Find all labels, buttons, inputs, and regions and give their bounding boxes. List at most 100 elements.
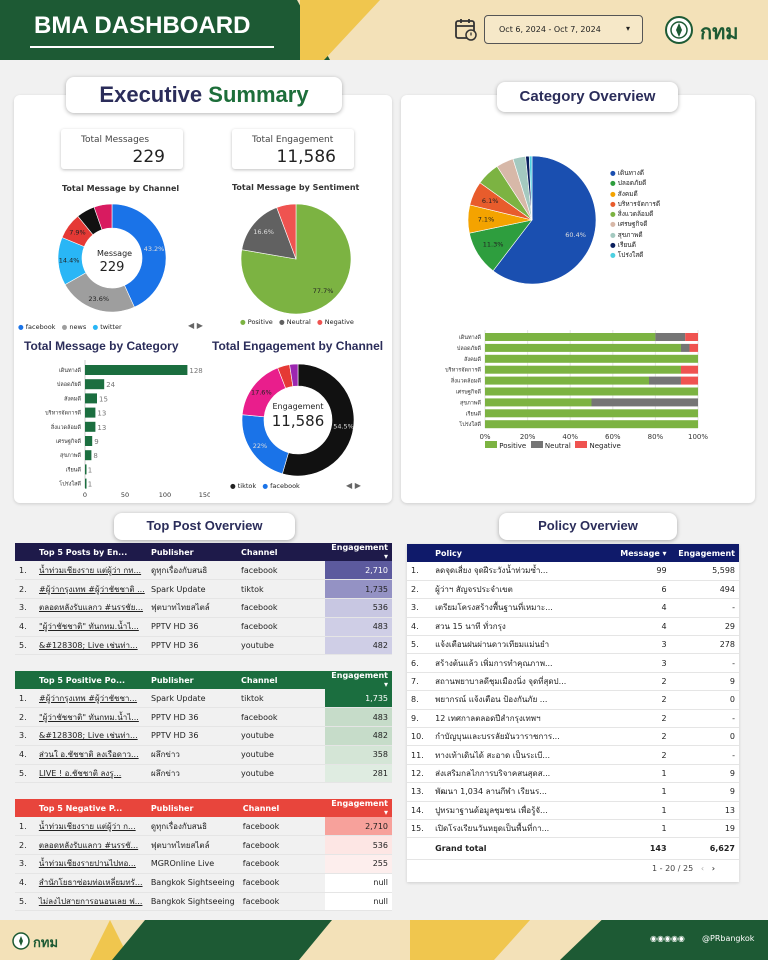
positive-cell: ผลึกข่าว — [147, 764, 237, 784]
negative-header-cell[interactable]: Publisher — [146, 799, 239, 817]
post-title-link[interactable]: &#128308; Live เช่นท่า... — [35, 726, 147, 746]
policy-row[interactable]: 10. กำบัญบุนและบรรลัยมันวาราชการ... 2 0 — [407, 727, 739, 747]
negative-cell: Bangkok Sightseeing — [146, 892, 239, 912]
engagement-data-label: 54.5% — [333, 422, 354, 430]
category-bar — [85, 393, 97, 404]
negative-cell: facebook — [238, 835, 326, 856]
stack-category-label: เรียนดี — [466, 410, 482, 417]
policy-row[interactable]: 8. พยากรณ์ แจ้งเตือน ป้องกันภัย ... 2 0 — [407, 690, 739, 710]
policy-row[interactable]: 13. พัฒนา 1,034 ลานกีฬา เรียนร... 1 9 — [407, 782, 739, 802]
post-title-link[interactable]: ตลอดหลังรับแลกว #นรรชัย... — [35, 598, 147, 618]
negative-header-cell[interactable]: Top 5 Negative P... — [34, 799, 147, 817]
negative-header-cell[interactable]: Engagement ▾ — [325, 799, 392, 817]
negative-row[interactable]: 1. น้ำท่วมเชียงราย แต่ผู้ว่า ก... ดูทุกเรื… — [15, 817, 392, 837]
executive-summary-title: Executive Summary — [66, 77, 342, 113]
policy-row[interactable]: 14. ปูทรมาฐานด้อมูลชุมชน เพื่อรู้จั... 1 13 — [407, 801, 739, 820]
policy-cell: 1. — [407, 562, 432, 581]
policy-cell: ลดจุดเสี่ยง จุดฝีระวังน้ำท่วมซ้ำ... — [431, 562, 603, 581]
engagement-legend-pager-icon[interactable]: ◀ ▶ — [346, 481, 361, 490]
post-title-link[interactable]: ตลอดหลังรับแลกว #นรรชั... — [34, 835, 147, 856]
positive-header-cell[interactable]: Publisher — [147, 671, 237, 689]
policy-row[interactable]: 15. เปิดโรงเรียนวันหยุดเป็นพื้นที่กา... 1 1… — [407, 819, 739, 839]
policy-row[interactable]: 1. ลดจุดเสี่ยง จุดฝีระวังน้ำท่วมซ้ำ... 99 5… — [407, 562, 739, 581]
category-legend-item: ● สุขภาพดี — [610, 230, 660, 240]
policy-row[interactable]: 11. ทางเท้าเดินได้ สะอาด เป็นระเบี... 2- — [407, 745, 739, 765]
negative-row[interactable]: 3. น้ำท่วมเชียงรายปานไปทอ... MGROnline Liv… — [15, 854, 392, 874]
policy-cell: 12 เทศกาลตลอดปีสำกรุงเทพฯ — [431, 709, 603, 729]
top5-header-cell[interactable]: Channel — [237, 543, 325, 561]
dashboard-title: BMA DASHBOARD — [34, 12, 251, 39]
post-title-link[interactable]: #ผู้ว่ากรุงเทพ #ผู้ว่าชัชชา... — [35, 689, 147, 709]
category-bar — [85, 407, 96, 418]
post-title-link[interactable]: LIVE ! อ.ชัชชาติ ลงรู... — [35, 764, 147, 784]
top5-header-cell[interactable]: Top 5 Posts by En... — [35, 543, 147, 561]
positive-header-cell[interactable]: Engagement ▾ — [325, 671, 392, 689]
policy-cell: 13. — [407, 782, 432, 802]
policy-cell: พยากรณ์ แจ้งเตือน ป้องกันภัย ... — [431, 690, 603, 710]
calendar-icon[interactable] — [454, 18, 478, 42]
bar-x-tick: 100 — [159, 491, 171, 499]
negative-row[interactable]: 5. ไม่ลงไปสายการอนอนเลย ฟ... Bangkok Sight… — [15, 892, 392, 912]
positive-header-cell[interactable]: Channel — [237, 671, 325, 689]
policy-cell: 2. — [407, 580, 432, 600]
top5-row[interactable]: 3. ตลอดหลังรับแลกว #นรรชัย... ฟุตบาทไทยสไต… — [15, 598, 392, 618]
positive-cell: 1. — [15, 689, 35, 709]
date-range-selector[interactable]: Oct 6, 2024 - Oct 7, 2024 ▾ — [484, 15, 643, 44]
policy-row[interactable]: 7. สถานพยาบาลดีชุมเมืองนิ่ง จุดที่สุดป...… — [407, 672, 739, 692]
post-title-link[interactable]: &#128308; Live เช่นท่า... — [35, 636, 147, 656]
policy-cell: 0 — [670, 727, 739, 747]
post-title-link[interactable]: น้ำท่วมเชียงราย แต่ผู้ว่า ก... — [34, 817, 147, 837]
policy-row[interactable]: 3. เตรียมโครงสร้างพื้นฐานที่เหมาะ... 4- — [407, 598, 739, 618]
positive-row[interactable]: 5. LIVE ! อ.ชัชชาติ ลงรู... ผลึกข่าว youtub… — [15, 764, 392, 784]
legend-dot-icon: ● — [610, 199, 618, 208]
top5-row[interactable]: 4. "ผู้ว่าชัชชาติ" ทันกทม.น้ำไ... PPTV HD … — [15, 617, 392, 637]
policy-header-cell[interactable]: Engagement — [670, 544, 739, 562]
post-title-link[interactable]: "ผู้ว่าชัชชาติ" ทันกทม.น้ำไ... — [35, 707, 147, 728]
next-page-icon[interactable]: › — [711, 864, 715, 873]
negative-row[interactable]: 2. ตลอดหลังรับแลกว #นรรชั... ฟุตบาทไทยสไตล… — [15, 835, 392, 856]
negative-row[interactable]: 4. สำนักโยธาซ่อมท่อเหลี่ยมทรั... Bangkok S… — [15, 873, 392, 893]
post-title-link[interactable]: "ผู้ว่าชัชชาติ" ทันกทม.น้ำไ... — [35, 617, 147, 637]
top5-row[interactable]: 1. น้ำท่วมเชียงราย แต่ผู้ว่า กท... ดูทุกเร… — [15, 561, 392, 581]
pagination: 1 - 20 / 25 ‹ › — [652, 864, 715, 873]
policy-row[interactable]: 2. ผู้ว่าฯ สัญจรประจำเขต 6 494 — [407, 580, 739, 600]
positive-row[interactable]: 1. #ผู้ว่ากรุงเทพ #ผู้ว่าชัชชา... Spark Up… — [15, 689, 392, 709]
policy-row[interactable]: 9. 12 เทศกาลตลอดปีสำกรุงเทพฯ 2- — [407, 709, 739, 729]
negative-cell: ดูทุกเรื่องกับสนธิ — [146, 817, 239, 837]
policy-header-cell[interactable]: Policy — [431, 544, 603, 562]
bar-value-label: 15 — [99, 395, 108, 403]
positive-header-cell[interactable]: Top 5 Positive Po... — [35, 671, 147, 689]
legend-twitter: twitter — [100, 323, 122, 331]
category-overview-title: Category Overview — [497, 82, 678, 112]
policy-cell: 2 — [602, 690, 671, 710]
top5-row[interactable]: 5. &#128308; Live เช่นท่า... PPTV HD 36 you… — [15, 636, 392, 656]
policy-row[interactable]: 12. ส่งเสริมกลไกการบริจาคสนสุดส... 1 9 — [407, 764, 739, 784]
bar-category-label: เดินทางดี — [59, 367, 82, 374]
positive-row[interactable]: 3. &#128308; Live เช่นท่า... PPTV HD 36 you… — [15, 726, 392, 746]
post-title-link[interactable]: น้ำท่วมเชียงรายปานไปทอ... — [34, 854, 147, 874]
policy-row[interactable]: 5. แจ้งเตือนฝนผ่านดาวเทียมแม่นยำ 3 278 — [407, 635, 739, 655]
positive-cell: PPTV HD 36 — [147, 726, 237, 746]
legend-pager-icon[interactable]: ◀ ▶ — [188, 321, 203, 330]
header-bar: BMA DASHBOARD Oct 6, 2024 - Oct 7, 2024 … — [0, 0, 768, 60]
negative-header-cell[interactable]: Channel — [238, 799, 326, 817]
stack-segment-positive — [485, 398, 592, 407]
positive-row[interactable]: 4. ส่วนใ อ.ชัชชาติ ลงเรือดาว... ผลึกข่าว yo… — [15, 745, 392, 765]
top5-row[interactable]: 2. #ผู้ว่ากรุงเทพ #ผู้ว่าชัชชาติ ... Spark… — [15, 579, 392, 600]
grand-total-cell — [407, 837, 432, 861]
post-title-link[interactable]: น้ำท่วมเชียงราย แต่ผู้ว่า กท... — [35, 561, 147, 581]
legend-dot-icon: ● — [610, 210, 618, 219]
footer-yellow-band — [410, 920, 530, 960]
policy-row[interactable]: 6. สร้างต้นแล้ว เพิ่มการทำคุณภาพ... 3- — [407, 653, 739, 673]
post-title-link[interactable]: ส่วนใ อ.ชัชชาติ ลงเรือดาว... — [35, 745, 147, 765]
top5-header-cell[interactable]: Publisher — [147, 543, 237, 561]
category-slice — [492, 155, 597, 285]
post-title-link[interactable]: ไม่ลงไปสายการอนอนเลย ฟ... — [34, 892, 147, 912]
policy-header-cell[interactable]: Message ▾ — [602, 544, 671, 562]
top5-header-cell[interactable]: Engagement ▾ — [325, 543, 392, 561]
policy-row[interactable]: 4. สวน 15 นาที ทั่วกรุง 4 29 — [407, 617, 739, 637]
post-title-link[interactable]: สำนักโยธาซ่อมท่อเหลี่ยมทรั... — [34, 873, 147, 893]
positive-row[interactable]: 2. "ผู้ว่าชัชชาติ" ทันกทม.น้ำไ... PPTV HD … — [15, 707, 392, 728]
post-title-link[interactable]: #ผู้ว่ากรุงเทพ #ผู้ว่าชัชชาติ ... — [35, 579, 147, 600]
prev-page-icon[interactable]: ‹ — [700, 864, 705, 873]
